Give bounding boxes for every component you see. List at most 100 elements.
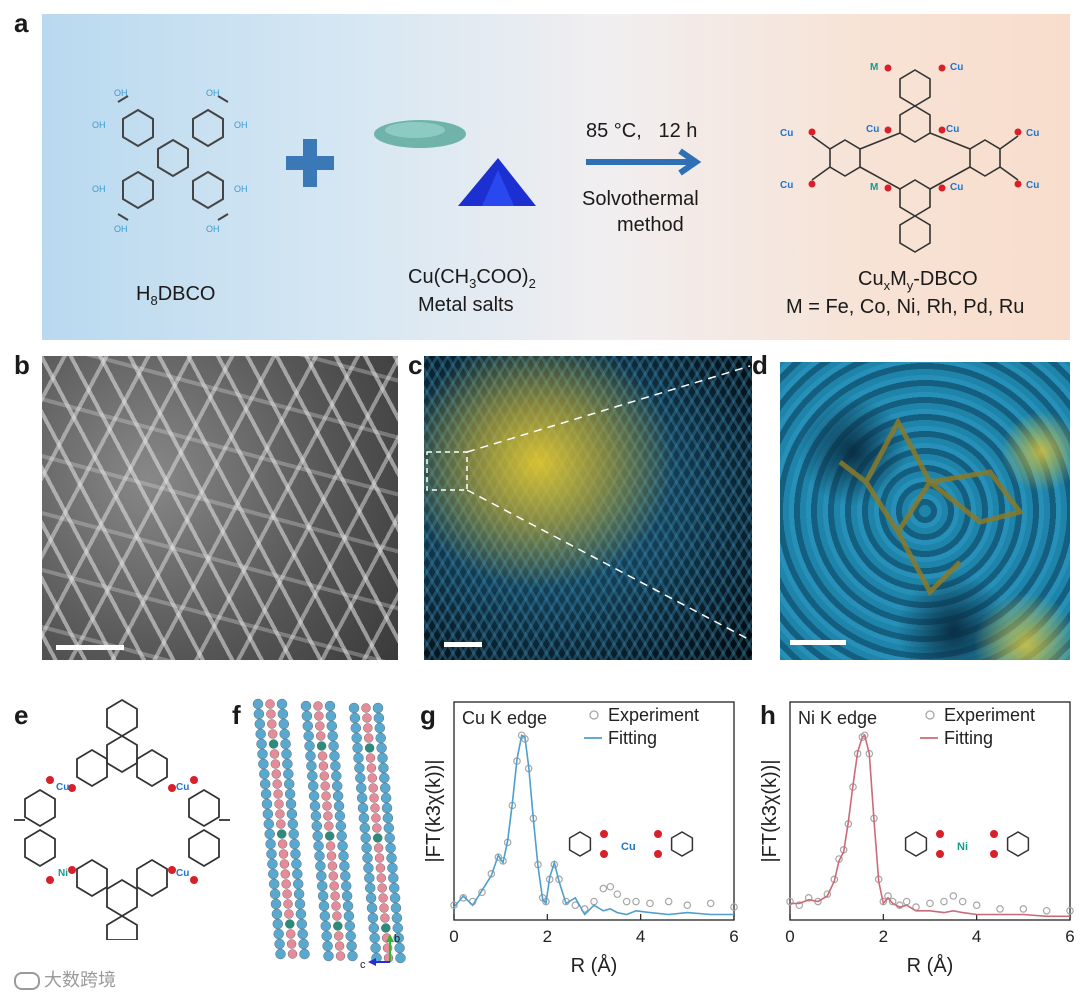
atom [271, 908, 283, 920]
oh-label: OH [114, 88, 128, 98]
experiment-data-point [795, 901, 804, 910]
atom [340, 880, 352, 892]
atom [367, 912, 379, 924]
atom [258, 758, 269, 770]
series-fitting-line [790, 733, 1070, 918]
atom [282, 758, 293, 770]
atom [388, 872, 399, 884]
atom [252, 698, 264, 710]
atom [315, 731, 326, 741]
experiment-data-point [804, 894, 813, 902]
atom [314, 711, 324, 721]
atom [280, 869, 290, 879]
metal-atom [333, 921, 343, 931]
atom [363, 723, 373, 733]
atom [315, 721, 325, 731]
experiment-data-point [823, 890, 832, 898]
atom [327, 861, 338, 871]
experiment-data-point [459, 894, 468, 902]
metal-center-label: Ni [957, 841, 968, 853]
atom [312, 830, 323, 842]
atom [285, 798, 297, 810]
copper-site-label: Cu [780, 180, 793, 191]
experiment-data-point [926, 899, 934, 908]
atom [310, 810, 322, 822]
product-metals: M = Fe, Co, Ni, Rh, Pd, Ru [786, 296, 1025, 318]
atom [295, 908, 307, 920]
metal-atom [381, 923, 391, 933]
cuxmy-dbco-framework-structure: M Cu Cu Cu Cu Cu Cu Cu M Cu [780, 62, 1039, 253]
atom [319, 771, 330, 781]
oh-label: OH [234, 120, 248, 130]
oh-label: OH [114, 224, 128, 234]
legend-label-experiment: Experiment [944, 705, 1035, 725]
experiment-data-point [972, 901, 981, 910]
crystal-axes-indicator: b c [360, 933, 400, 970]
x-tick-label: 4 [636, 927, 645, 946]
method-line-2: method [617, 214, 684, 236]
atom [328, 740, 339, 752]
atom [274, 799, 284, 809]
atom [372, 823, 382, 833]
atom [301, 710, 313, 722]
atom [279, 859, 290, 869]
metal-atom [285, 919, 295, 929]
atom [313, 701, 323, 711]
atom [384, 832, 395, 844]
atom [270, 898, 282, 910]
experiment-data-point [949, 892, 958, 900]
oh-label: OH [234, 184, 248, 194]
atom [318, 761, 329, 771]
atom [288, 828, 299, 840]
atom [355, 772, 366, 784]
atom [374, 722, 386, 734]
experiment-data-point [606, 882, 615, 891]
atom [306, 760, 317, 772]
atom [317, 890, 329, 902]
atom [262, 808, 274, 820]
atom [390, 902, 402, 914]
chart-title: Cu K edge [462, 708, 547, 728]
watermark: 大数跨境 [14, 966, 116, 992]
atom [376, 873, 387, 883]
metal-atom [277, 829, 287, 839]
atom [329, 881, 339, 891]
metal-atom [365, 743, 375, 753]
metal-atom [373, 833, 383, 843]
atom [362, 713, 372, 723]
experiment-data-point [571, 901, 580, 910]
atom [364, 872, 375, 884]
experiment-data-point [706, 899, 715, 908]
atom [303, 730, 314, 742]
atom [387, 862, 398, 874]
atom [318, 900, 330, 912]
atom [343, 910, 355, 922]
atom [307, 770, 318, 782]
atom [265, 699, 275, 709]
experiment-data-point [1042, 906, 1051, 915]
series-fitting-line [453, 734, 734, 916]
atom [334, 941, 345, 951]
atom [302, 720, 314, 732]
atom [346, 940, 357, 952]
atom [363, 733, 374, 743]
atom [377, 883, 387, 893]
atom [395, 952, 406, 964]
benzene-ring [1006, 831, 1030, 857]
atom [291, 858, 302, 870]
atom [373, 712, 385, 724]
panel-label-c: c [408, 350, 423, 380]
experiment-data-point [613, 890, 622, 898]
atom [376, 742, 387, 754]
atom [364, 882, 376, 894]
atom [255, 728, 266, 740]
atom [351, 732, 362, 744]
atom [254, 718, 265, 730]
atom [272, 779, 282, 789]
benzene-ring [568, 831, 592, 857]
oh-label: OH [92, 120, 106, 130]
atom [268, 729, 278, 739]
atom [286, 808, 298, 820]
oxygen-atom [990, 830, 998, 838]
experiment-data-point [683, 901, 692, 910]
